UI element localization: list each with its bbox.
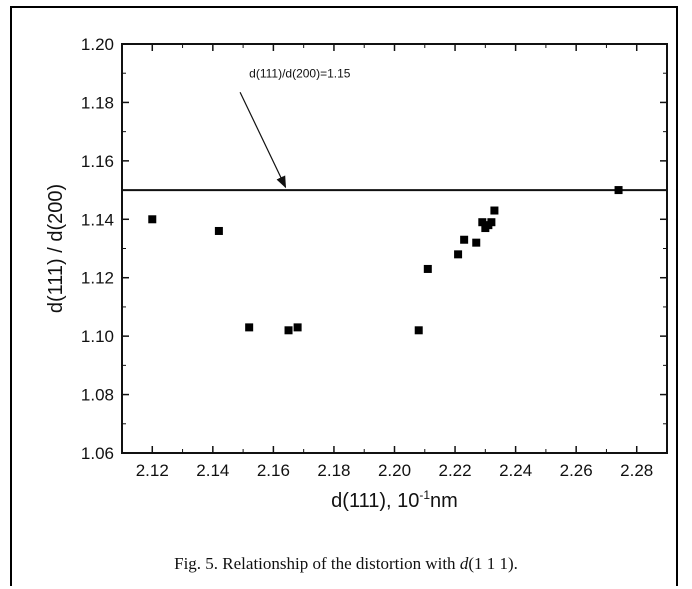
data-point <box>293 323 302 332</box>
data-point <box>245 323 254 332</box>
y-tick-label: 1.06 <box>81 444 114 463</box>
x-axis-label-sup: -1 <box>419 488 430 502</box>
data-point <box>454 250 463 259</box>
y-tick-label: 1.16 <box>81 152 114 171</box>
figure-caption: Fig. 5. Relationship of the distortion w… <box>0 554 692 574</box>
x-tick-label: 2.12 <box>136 461 169 480</box>
data-point <box>423 264 432 273</box>
y-tick-label: 1.12 <box>81 269 114 288</box>
y-tick-label: 1.10 <box>81 327 114 346</box>
data-point <box>614 186 623 195</box>
plot-area: 2.12 2.14 2.16 2.18 2.20 2.22 2.24 2.26 2.28 1.06… <box>45 35 668 512</box>
caption-prefix: Fig. 5. Relationship of the distortion w… <box>174 554 460 573</box>
x-axis-label: d(111), 10-1nm <box>331 488 458 512</box>
data-point <box>414 326 423 335</box>
x-tick-label: 2.24 <box>499 461 532 480</box>
data-point <box>214 226 223 235</box>
data-point <box>472 238 481 247</box>
caption-italic: d <box>459 554 469 573</box>
x-axis-label-main: d(111), 10 <box>331 490 419 512</box>
x-tick-label: 2.26 <box>560 461 593 480</box>
x-tick-label: 2.16 <box>257 461 290 480</box>
x-tick-label: 2.22 <box>439 461 472 480</box>
data-point <box>148 215 157 224</box>
y-tick-label: 1.08 <box>81 386 114 405</box>
scatter-chart: 2.12 2.14 2.16 2.18 2.20 2.22 2.24 2.26 2.28 1.06… <box>45 35 668 512</box>
data-point <box>478 218 487 227</box>
y-tick-label: 1.20 <box>81 35 114 54</box>
x-tick-label: 2.18 <box>317 461 350 480</box>
y-axis-label: d(111) / d(200) <box>45 184 67 313</box>
x-axis-label-unit: nm <box>430 490 458 512</box>
y-tick-label: 1.14 <box>81 210 114 229</box>
x-tick-label: 2.20 <box>378 461 411 480</box>
annotation-label: d(111)/d(200)=1.15 <box>249 67 351 81</box>
annotation-arrow <box>239 91 287 189</box>
data-point <box>487 218 496 227</box>
plot-frame <box>121 43 668 454</box>
x-tick-label: 2.14 <box>196 461 229 480</box>
data-point <box>460 235 469 244</box>
data-point <box>490 206 499 215</box>
caption-suffix: (1 1 1). <box>468 554 518 573</box>
x-tick-label: 2.28 <box>620 461 653 480</box>
data-point <box>284 326 293 335</box>
y-tick-label: 1.18 <box>81 93 114 112</box>
figure-frame <box>10 6 678 586</box>
